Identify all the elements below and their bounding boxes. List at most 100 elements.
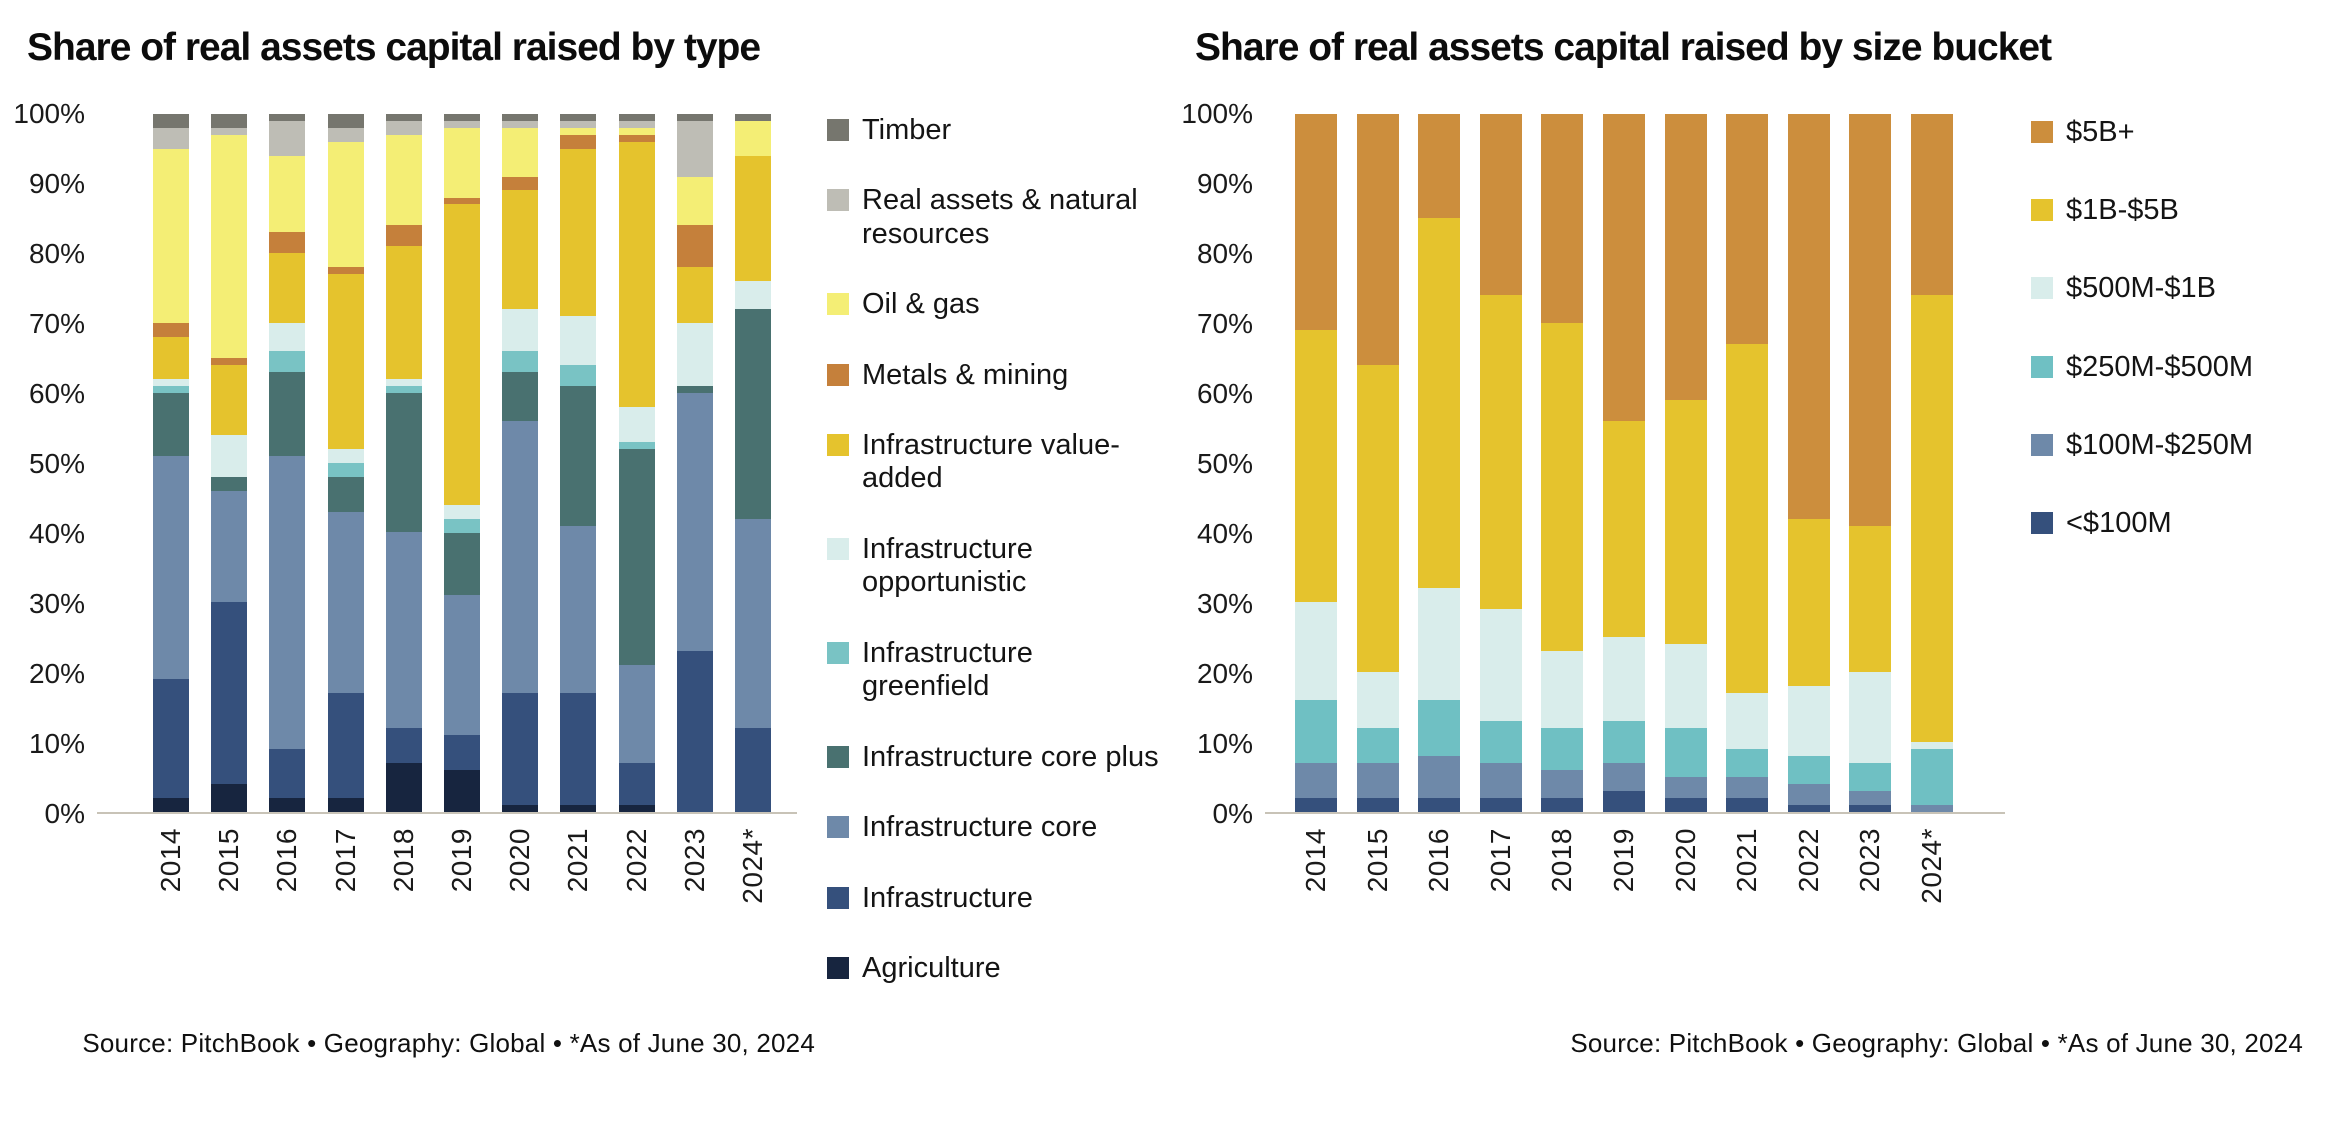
bar-segment — [327, 141, 364, 268]
legend-item: Oil & gas — [827, 288, 1167, 321]
plot-area — [1265, 113, 2005, 814]
year-label: 2016 — [271, 827, 303, 892]
legend-item: Infrastructure core plus — [827, 741, 1167, 774]
legend-item: $5B+ — [2031, 116, 2325, 149]
year-label: 2020 — [504, 827, 536, 892]
legend-label: $1B-$5B — [2066, 194, 2179, 227]
legend-item: Infrastructure value-added — [827, 429, 1167, 496]
x-axis: 2014 2015 2016 2017 2018 2019 2020 2021 2022 2023… — [97, 828, 797, 928]
bar-segment — [1479, 295, 1522, 610]
bar-2024* — [734, 113, 771, 812]
bar-segment — [1295, 113, 1337, 331]
y-axis: 0% 10% 20% 30% 40% 50% 60% 70% 80% 90% 100% — [1181, 99, 1265, 827]
legend-item: Agriculture — [827, 952, 1167, 985]
bar-segment — [385, 134, 422, 226]
year-label: 2014 — [155, 827, 186, 892]
chart-title: Share of real assets capital raised by t… — [27, 26, 761, 69]
bar-segment — [327, 274, 364, 449]
y-tick-label: 50% — [28, 447, 85, 479]
legend-label: $250M-$500M — [2066, 350, 2253, 383]
bar-segment — [1602, 420, 1645, 638]
x-axis-cell: 2020 — [1665, 828, 1707, 928]
x-axis-cell: 2024* — [735, 828, 771, 928]
year-label: 2017 — [329, 827, 361, 892]
bar-segment — [618, 762, 655, 805]
bar-segment — [153, 385, 189, 393]
bar-segment — [385, 727, 422, 763]
legend-item: $500M-$1B — [2031, 272, 2325, 305]
bar-segment — [1849, 672, 1892, 763]
bar-segment — [676, 392, 713, 652]
bar-segment — [676, 267, 713, 324]
legend-swatch — [827, 816, 849, 839]
bar-segment — [560, 693, 597, 805]
bar-segment — [443, 595, 480, 735]
y-tick-label: 60% — [1196, 377, 1253, 409]
x-axis-cell: 2015 — [211, 828, 247, 928]
y-tick-label: 30% — [28, 587, 85, 619]
bar-segment — [1602, 637, 1645, 721]
legend-swatch — [827, 189, 849, 212]
bar-segment — [734, 518, 771, 728]
bar-segment — [502, 420, 539, 694]
bar-segment — [1418, 113, 1461, 219]
bar-segment — [443, 204, 480, 505]
year-label: 2022 — [1792, 827, 1824, 892]
bar-segment — [443, 518, 480, 533]
bar-2021 — [560, 113, 597, 812]
bar-segment — [1849, 790, 1892, 805]
legend-label: Infrastructure value-added — [862, 429, 1120, 495]
year-label: 2023 — [1854, 827, 1886, 892]
bar-segment — [269, 120, 306, 156]
bar-2019 — [1602, 113, 1645, 812]
bar-segment — [385, 225, 422, 247]
year-label: 2019 — [1607, 827, 1639, 892]
bar-segment — [1295, 762, 1337, 798]
bar-segment — [560, 804, 597, 812]
bar-segment — [211, 134, 248, 359]
bar-segment — [502, 190, 539, 310]
chart-body: 0% 10% 20% 30% 40% 50% 60% 70% 80% 90% 100% 2014 20… — [1181, 99, 2325, 928]
year-label: 2020 — [1669, 827, 1701, 892]
bar-2015 — [211, 113, 248, 812]
x-axis-cell: 2021 — [1726, 828, 1768, 928]
bar-segment — [1602, 790, 1645, 812]
bar-segment — [1910, 748, 1953, 805]
bar-segment — [1664, 399, 1707, 645]
bar-segment — [269, 155, 306, 233]
bar-segment — [502, 113, 539, 121]
bar-segment — [1295, 602, 1337, 701]
legend: $5B+ $1B-$5B $500M-$1B $250M-$500M $100M-$25… — [2005, 116, 2325, 928]
bar-segment — [211, 113, 248, 128]
legend-swatch — [827, 118, 849, 141]
year-label: 2024* — [736, 827, 768, 904]
bar-segment — [211, 783, 248, 812]
bar-segment — [153, 323, 189, 338]
legend-swatch — [827, 886, 849, 909]
bar-segment — [211, 358, 248, 365]
bar-segment — [1787, 783, 1830, 805]
legend-swatch — [827, 537, 849, 560]
bar-segment — [502, 371, 539, 421]
legend-label: $500M-$1B — [2066, 272, 2216, 305]
bar-segment — [269, 323, 306, 352]
x-axis-cell: 2023 — [1849, 828, 1891, 928]
bar-segment — [269, 351, 306, 372]
legend-item: $100M-$250M — [2031, 429, 2325, 462]
bar-segment — [502, 804, 539, 812]
bar-segment — [618, 406, 655, 442]
bar-segment — [734, 155, 771, 282]
legend: Timber Real assets & natural resources Oil… — [797, 114, 1167, 986]
bar-segment — [327, 127, 364, 142]
bar-segment — [1787, 518, 1830, 687]
source-note: Source: PitchBook • Geography: Global • … — [82, 1028, 815, 1058]
y-tick-label: 80% — [28, 237, 85, 269]
x-axis-cell: 2022 — [619, 828, 655, 928]
bar-segment — [1849, 804, 1892, 812]
x-axis-cell: 2023 — [677, 828, 713, 928]
legend-label: Agriculture — [862, 952, 1001, 985]
year-label: 2021 — [562, 827, 594, 892]
bar-segment — [502, 120, 539, 128]
bar-segment — [1602, 113, 1645, 421]
bar-segment — [1726, 344, 1769, 694]
